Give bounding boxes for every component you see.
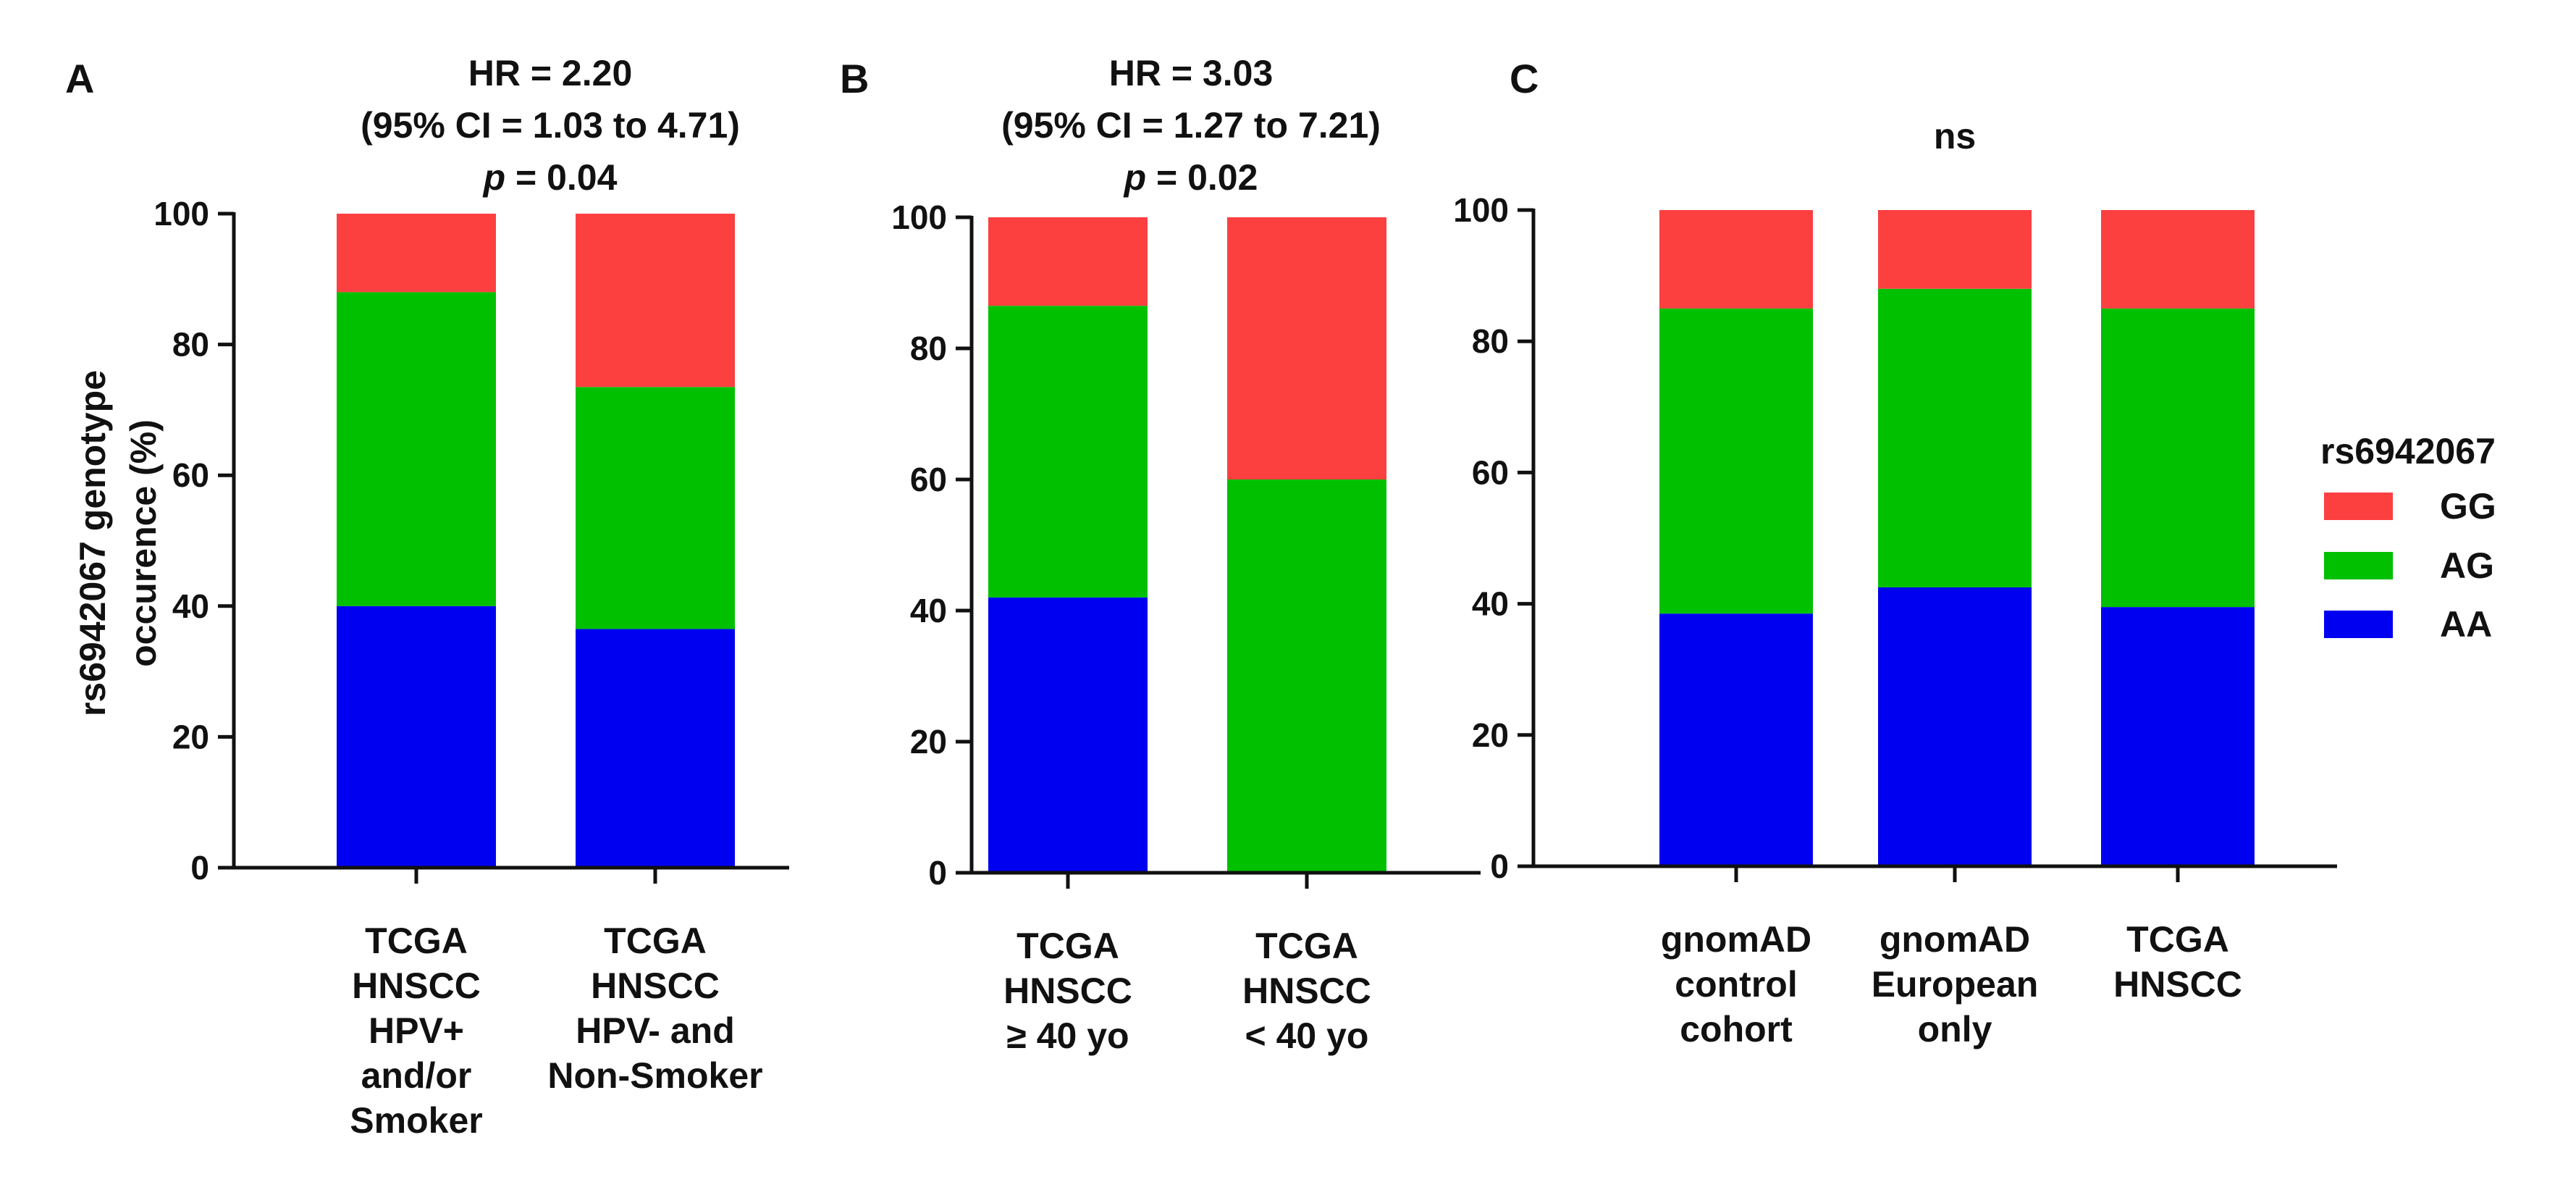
category-label-line: < 40 yo [1245,1015,1369,1056]
bar-c-3-gg [2101,210,2255,309]
y-tick-label-b-80: 80 [910,330,947,367]
p-value-number: = 0.02 [1156,157,1258,198]
bar-a-2-aa [576,629,735,868]
legend: rs6942067 GG AG AA [2320,431,2496,645]
y-tick-label-c-100: 100 [1453,191,1509,229]
category-label-a-1: TCGA HNSCC HPV+ and/or Smoker [350,921,482,1141]
category-label-b-1: TCGA HNSCC ≥ 40 yo [1003,926,1132,1056]
y-axis-title: rs6942067 genotype occurence (%) [72,370,164,716]
category-label-line: TCGA [365,921,468,961]
category-label-line: HNSCC [591,965,720,1006]
category-label-c-2: gnomAD European only [1872,919,2039,1049]
p-value-number: = 0.04 [515,157,618,198]
bar-c-1-aa [1659,613,1813,866]
y-tick-label-c-40: 40 [1472,585,1509,623]
y-axis-title-line-1: rs6942067 genotype [72,370,113,716]
category-label-line: Non-Smoker [547,1055,762,1096]
y-tick-label-b-20: 20 [910,723,947,760]
category-label-line: control [1675,964,1797,1005]
bar-c-3-ag [2101,308,2255,608]
y-tick-label-b-100: 100 [891,198,947,236]
category-label-line: TCGA [1016,926,1119,966]
bar-c-3-aa [2101,607,2255,866]
y-tick-label-a-0: 0 [190,849,209,887]
y-tick-label-a-100: 100 [153,195,209,232]
y-tick-label-b-40: 40 [910,592,947,629]
legend-title: rs6942067 [2320,431,2496,472]
y-tick-label-c-60: 60 [1472,453,1509,491]
panel-a-stat-line-2: (95% CI = 1.03 to 4.71) [361,105,740,146]
category-label-line: HNSCC [1242,971,1371,1011]
bar-b-1-gg [988,217,1148,306]
bar-a-1-aa [337,606,496,868]
bar-c-2-ag [1878,288,2032,587]
y-tick-label-a-20: 20 [172,718,209,755]
legend-swatch-ag [2324,552,2393,579]
category-label-line: HNSCC [2113,964,2242,1005]
y-tick-label-a-60: 60 [172,456,209,494]
bar-c-1-ag [1659,308,1813,614]
y-tick-label-b-60: 60 [910,461,947,498]
legend-label-aa: AA [2440,604,2492,645]
y-tick-label-c-20: 20 [1472,716,1509,754]
y-tick-label-c-80: 80 [1472,322,1509,360]
y-tick-label-c-0: 0 [1490,847,1509,885]
category-label-line: HNSCC [352,965,481,1006]
category-label-line: TCGA [604,921,707,961]
category-label-a-2: TCGA HNSCC HPV- and Non-Smoker [547,921,762,1096]
y-tick-label-b-0: 0 [928,854,947,892]
panel-a-stat-line-3: p = 0.04 [482,157,618,198]
bar-a-1-gg [337,214,496,293]
category-label-c-1: gnomAD control cohort [1661,919,1811,1049]
bar-a-1-ag [337,292,496,606]
bar-b-2-gg [1227,217,1386,479]
category-label-line: TCGA [2126,919,2229,960]
category-label-line: Smoker [350,1100,482,1141]
panel-b-label: B [840,56,869,101]
y-axis-title-line-2: occurence (%) [123,419,164,667]
category-label-line: HNSCC [1003,971,1132,1011]
legend-label-ag: AG [2440,545,2494,586]
category-label-line: and/or [361,1055,472,1096]
legend-swatch-aa [2324,611,2393,638]
bar-c-2-aa [1878,587,2032,866]
panel-b: B HR = 3.03 (95% CI = 1.27 to 7.21) p = 0.0… [840,53,1481,1056]
legend-label-gg: GG [2440,486,2496,527]
panel-c-label: C [1510,56,1539,101]
category-label-c-3: TCGA HNSCC [2113,919,2242,1005]
bar-b-1-ag [988,306,1148,598]
category-label-b-2: TCGA HNSCC < 40 yo [1242,926,1371,1056]
legend-swatch-gg [2324,493,2393,520]
y-tick-label-a-40: 40 [172,587,209,625]
y-tick-label-a-80: 80 [172,326,209,364]
panel-b-stat-line-2: (95% CI = 1.27 to 7.21) [1001,105,1381,146]
panel-c-stat-line-1: ns [1934,116,1976,156]
category-label-line: TCGA [1255,926,1358,966]
category-label-line: gnomAD [1661,919,1811,960]
bar-a-2-ag [576,387,735,629]
bar-c-2-gg [1878,210,2032,289]
bar-c-1-gg [1659,210,1813,309]
panel-b-stat-line-3: p = 0.02 [1123,157,1258,198]
category-label-line: HPV+ [369,1010,464,1051]
category-label-line: cohort [1680,1009,1793,1049]
category-label-line: HPV- and [576,1010,734,1051]
panel-a-label: A [65,56,94,101]
category-label-line: only [1918,1009,1992,1049]
category-label-line: gnomAD [1880,919,2030,960]
panel-b-stat-line-1: HR = 3.03 [1109,53,1274,93]
p-value-symbol: p [1123,157,1156,198]
panel-a-stat-line-1: HR = 2.20 [468,53,633,93]
p-value-symbol: p [482,157,515,198]
bar-b-1-aa [988,597,1148,873]
bar-a-2-gg [576,214,735,387]
panel-a: A HR = 2.20 (95% CI = 1.03 to 4.71) p = 0.0… [65,53,789,1141]
bar-b-2-ag [1227,479,1386,873]
category-label-line: European [1872,964,2039,1005]
category-label-line: ≥ 40 yo [1006,1015,1129,1056]
